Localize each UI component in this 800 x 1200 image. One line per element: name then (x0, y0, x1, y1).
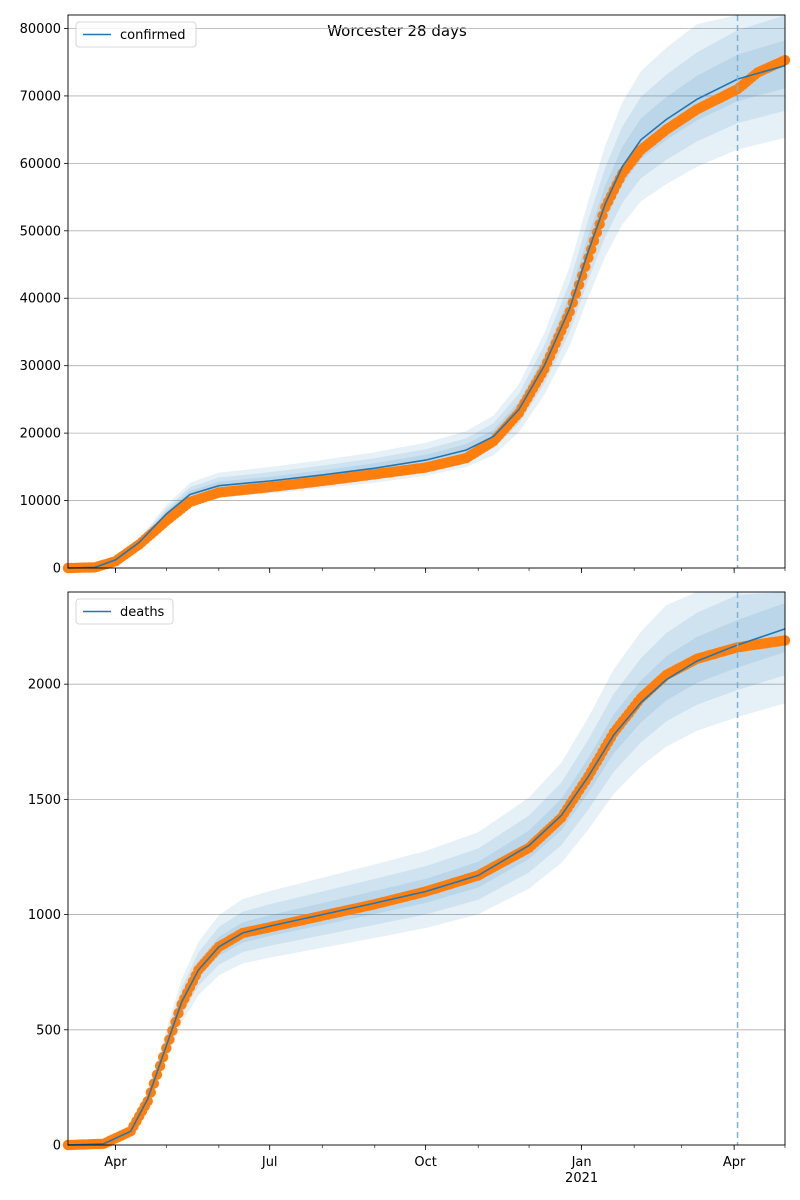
y-tick-label: 60000 (20, 157, 61, 172)
axes-frame (67, 14, 786, 569)
model-line (67, 628, 786, 1146)
legend-box (75, 21, 197, 48)
x-tick-sublabel: 2021 (565, 1171, 598, 1186)
axes-frame (67, 591, 786, 1146)
confirmed-panel: 0 10000 20000 30000 40000 50000 60000 70000 8000… (20, 14, 791, 577)
y-tick-label: 500 (36, 1023, 61, 1038)
uncertainty-band (68, 592, 785, 1145)
y-tick-label: 1500 (28, 793, 61, 808)
y-tick-label: 20000 (20, 427, 61, 442)
uncertainty-band (68, 15, 785, 568)
chart-title: Worcester 28 days (327, 22, 467, 40)
y-tick-label: 10000 (20, 494, 61, 509)
y-tick-label: 80000 (20, 22, 61, 37)
legend-label: confirmed (120, 28, 186, 43)
y-tick-label: 40000 (20, 292, 61, 307)
x-tick-label: Jan (571, 1155, 592, 1170)
y-tick-label: 70000 (20, 89, 61, 104)
y-tick-label: 0 (53, 1139, 61, 1154)
model-line (67, 64, 786, 569)
y-tick-label: 0 (53, 562, 61, 577)
y-tick-label: 30000 (20, 359, 61, 374)
uncertainty-band (68, 15, 785, 569)
deaths-panel: 0 500 1000 1500 2000 deaths (28, 591, 791, 1154)
x-tick-label: Apr (104, 1155, 127, 1170)
uncertainty-band (68, 592, 785, 1145)
x-tick-label: Apr (723, 1155, 746, 1170)
x-tick-label: Oct (414, 1155, 436, 1170)
legend-label: deaths (120, 605, 165, 620)
legend-box (75, 598, 174, 625)
y-tick-label: 2000 (28, 678, 61, 693)
y-tick-label: 1000 (28, 908, 61, 923)
x-tick-label: Jul (261, 1155, 278, 1170)
y-tick-label: 50000 (20, 224, 61, 239)
